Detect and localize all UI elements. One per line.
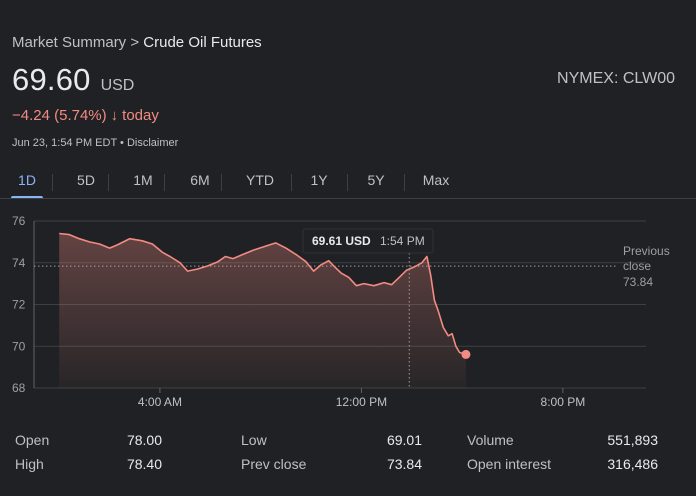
tab-divider [347,174,348,191]
previous-close-label: close [623,259,651,273]
price-line [59,232,467,356]
tab-1m[interactable]: 1M [133,172,153,188]
tooltip-value: 69.61 USD [312,234,371,248]
price-change: −4.24 (5.74%) ↓ today [12,107,159,124]
timestamp-line: Jun 23, 1:54 PM EDT • Disclaimer [12,137,178,149]
y-tick-label: 72 [12,298,26,312]
disclaimer-link[interactable]: Disclaimer [126,137,179,149]
timestamp-separator: • [120,137,127,149]
breadcrumb-current: Crude Oil Futures [143,34,262,51]
x-tick-label: 12:00 PM [336,395,387,409]
stat-value-open-interest: 316,486 [607,456,658,472]
previous-close-value: 73.84 [623,275,653,289]
tab-divider [404,174,405,191]
currency: USD [100,77,135,94]
stat-label-low: Low [241,432,267,448]
tab-divider [221,174,222,191]
price-area-fill [59,233,466,388]
tab-ytd[interactable]: YTD [246,172,274,188]
stat-value-high: 78.40 [126,456,162,472]
breadcrumb-separator: > [130,34,140,51]
tab-divider [108,174,109,191]
stat-label-open: Open [15,432,50,448]
y-tick-label: 68 [12,381,26,395]
stat-label-high: High [15,456,44,472]
y-tick-label: 70 [12,339,26,353]
price-row: 69.60 USD [12,62,134,98]
active-tab-indicator [11,196,43,199]
arrow-down-icon: ↓ [110,107,119,124]
tab-5y[interactable]: 5Y [367,172,385,188]
tab-divider [52,174,53,191]
stat-value-volume: 551,893 [607,432,658,448]
current-price: 69.60 [12,62,91,97]
tooltip-time: 1:54 PM [380,234,425,248]
stat-value-open: 78.00 [126,432,162,448]
x-tick-label: 8:00 PM [541,395,586,409]
previous-close-label: Previous [623,244,670,258]
time-range-tabs: 1D 5D 1M 6M YTD 1Y 5Y Max [0,172,696,199]
stat-value-low: 69.01 [386,432,422,448]
tab-5d[interactable]: 5D [77,172,95,188]
stat-label-open-interest: Open interest [467,456,552,472]
tabs-divider [0,198,696,199]
tab-1y[interactable]: 1Y [310,172,328,188]
y-tick-label: 74 [12,256,26,270]
current-price-dot [461,349,471,359]
tab-6m[interactable]: 6M [190,172,210,188]
tab-divider [291,174,292,191]
tab-divider [164,174,165,191]
change-value: −4.24 (5.74%) [12,107,107,124]
x-tick-label: 4:00 AM [138,395,182,409]
change-period: today [122,107,159,124]
tab-max[interactable]: Max [422,172,450,188]
tab-1d[interactable]: 1D [18,172,36,188]
stat-value-prev-close: 73.84 [386,456,422,472]
stat-label-prev-close: Prev close [241,456,307,472]
breadcrumb: Market Summary > Crude Oil Futures [12,34,262,51]
tooltip-box [302,228,434,254]
exchange-symbol: NYMEX: CLW00 [557,70,675,87]
breadcrumb-root[interactable]: Market Summary [12,34,127,51]
timestamp: Jun 23, 1:54 PM EDT [12,137,117,149]
y-tick-label: 76 [12,214,26,228]
stat-label-volume: Volume [467,432,514,448]
